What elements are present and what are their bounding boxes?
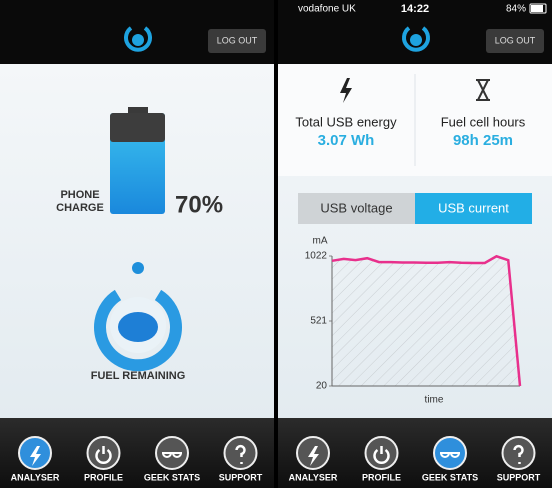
y-tick-label: 1022 <box>305 251 328 262</box>
battery-icon <box>110 107 165 214</box>
x-axis-label: time <box>425 395 444 406</box>
logout-button[interactable] <box>486 29 544 53</box>
battery-glyph <box>529 3 547 14</box>
tab-group: USB voltage USB current <box>298 193 532 224</box>
y-tick-label: 20 <box>316 381 328 392</box>
charge-label: CHARGE <box>56 202 104 214</box>
nav-button[interactable]: ANALYSER <box>289 436 338 482</box>
icon-glyph <box>308 446 319 466</box>
tab-label: USB voltage <box>320 200 392 215</box>
icon-glyph <box>30 446 41 466</box>
nav-label: SUPPORT <box>219 472 263 482</box>
nav-label: ANALYSER <box>289 472 338 482</box>
logout-button[interactable] <box>208 29 266 53</box>
y-axis-label: mA <box>313 236 328 247</box>
icon-glyph <box>440 452 460 458</box>
nav-label: GEEK STATS <box>144 472 200 482</box>
icon-glyph <box>373 446 390 464</box>
icon-glyph <box>235 444 246 464</box>
nav-button[interactable]: ANALYSER <box>11 436 60 482</box>
clock: 14:22 <box>401 3 429 15</box>
current-line <box>331 254 522 387</box>
battery-percent: 84% <box>506 4 526 15</box>
nav-button[interactable]: SUPPORT <box>219 436 263 482</box>
stat-value: 98h 25m <box>453 132 513 149</box>
screen-gap <box>274 0 278 488</box>
fuel-label: FUEL REMAINING <box>91 370 186 382</box>
logo <box>402 26 430 52</box>
tab[interactable] <box>415 193 532 224</box>
stat-label: Total USB energy <box>295 114 397 129</box>
nav-button[interactable]: GEEK STATS <box>144 436 200 482</box>
nav-buttons: ANALYSER PROFILE GEEK STATS SUPPORT ANALYSER… <box>11 436 541 482</box>
logout-label: LOG OUT <box>217 35 258 45</box>
icon-glyph <box>95 446 112 464</box>
nav-label: SUPPORT <box>497 472 541 482</box>
icon-glyph <box>162 452 182 458</box>
energy-icon <box>340 78 352 103</box>
logo <box>124 26 152 52</box>
nav-label: GEEK STATS <box>422 472 478 482</box>
hourglass-icon <box>476 79 490 101</box>
charge-value: 70% <box>175 191 223 218</box>
icon-glyph <box>513 444 524 464</box>
logout-label: LOG OUT <box>495 35 536 45</box>
battery-glyph <box>531 5 543 12</box>
nav-button[interactable]: GEEK STATS <box>422 436 478 482</box>
area-hatch <box>332 256 520 386</box>
carrier: vodafone UK <box>298 4 356 15</box>
chart: mA time 20 521 1022 <box>305 236 522 406</box>
tab-label: USB current <box>438 200 509 215</box>
nav-label: ANALYSER <box>11 472 60 482</box>
nav-button[interactable]: SUPPORT <box>497 436 541 482</box>
nav-label: PROFILE <box>84 472 123 482</box>
nav-label: PROFILE <box>362 472 401 482</box>
charge-label: PHONE <box>60 189 99 201</box>
tab[interactable] <box>298 193 415 224</box>
y-tick-label: 521 <box>310 316 327 327</box>
fuel-icon <box>94 262 182 372</box>
stat-value: 3.07 Wh <box>318 132 375 149</box>
nav-button[interactable]: PROFILE <box>362 436 401 482</box>
stat-label: Fuel cell hours <box>441 114 526 129</box>
nav-button[interactable]: PROFILE <box>84 436 123 482</box>
